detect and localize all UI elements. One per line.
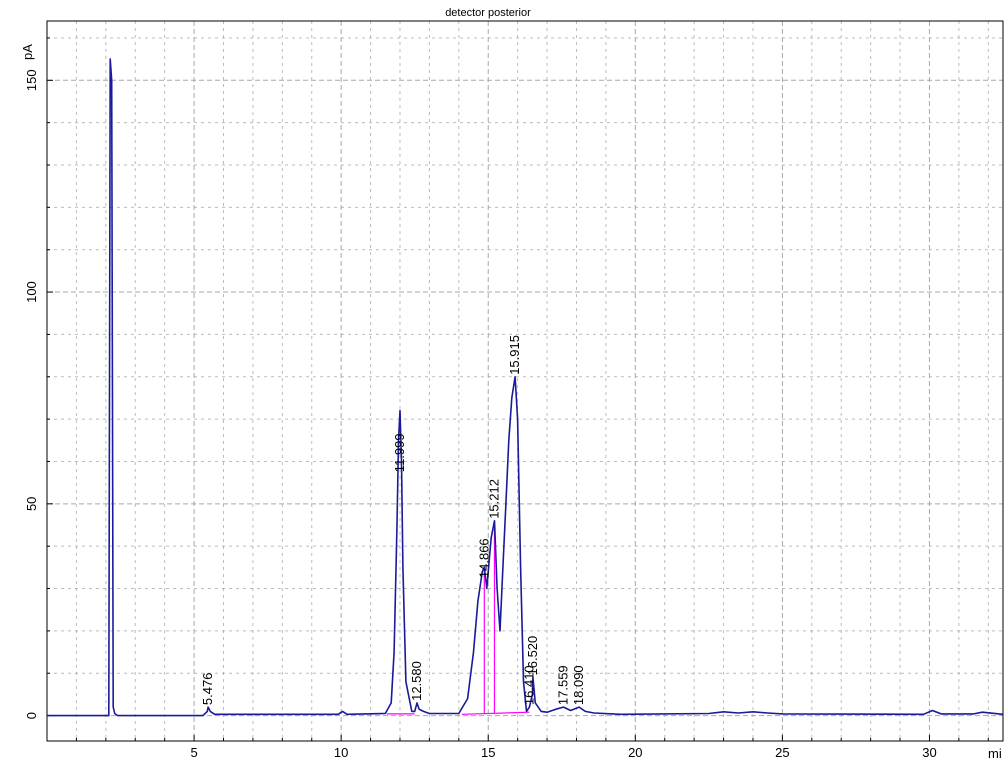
baseline-segment xyxy=(461,711,530,715)
peak-label: 15.915 xyxy=(507,335,522,375)
integration-baseline xyxy=(386,529,530,715)
y-tick-label: 150 xyxy=(24,69,39,91)
y-tick-label: 100 xyxy=(24,281,39,303)
y-tick-label: 0 xyxy=(24,712,39,719)
x-tick-label: 15 xyxy=(481,745,495,760)
peak-label: 5.476 xyxy=(200,673,215,706)
y-axis-label: pA xyxy=(20,44,35,60)
chart-title: detector posterior xyxy=(445,7,531,19)
x-tick-label: 5 xyxy=(190,745,197,760)
plot-border xyxy=(46,20,1004,742)
x-axis-label: mi xyxy=(988,746,1002,761)
x-tick-label: 10 xyxy=(334,745,348,760)
signal-trace xyxy=(47,58,1004,717)
peak-labels: 5.476 11.999 12.580 14.866 15.212 15.915 16.52… xyxy=(200,335,586,705)
peak-label: 16.520 xyxy=(525,636,540,676)
peak-label: 15.212 xyxy=(487,479,502,519)
peak-label: 12.580 xyxy=(409,661,424,701)
x-tick-label: 25 xyxy=(775,745,789,760)
y-tick-label: 50 xyxy=(24,497,39,511)
peak-label: 14.866 xyxy=(476,538,491,578)
peak-label: 17.559 xyxy=(556,665,571,705)
peak-label: 16.410 xyxy=(522,665,537,705)
x-tick-label: 20 xyxy=(628,745,642,760)
signal-line xyxy=(47,58,1004,717)
plot-frame xyxy=(46,20,1004,742)
peak-label: 18.090 xyxy=(571,665,586,705)
axis-ticks: 5 10 15 20 25 30 0 50 100 150 xyxy=(24,37,989,760)
peak-label: 11.999 xyxy=(392,433,407,472)
grid xyxy=(47,21,1003,741)
x-tick-label: 30 xyxy=(922,745,936,760)
